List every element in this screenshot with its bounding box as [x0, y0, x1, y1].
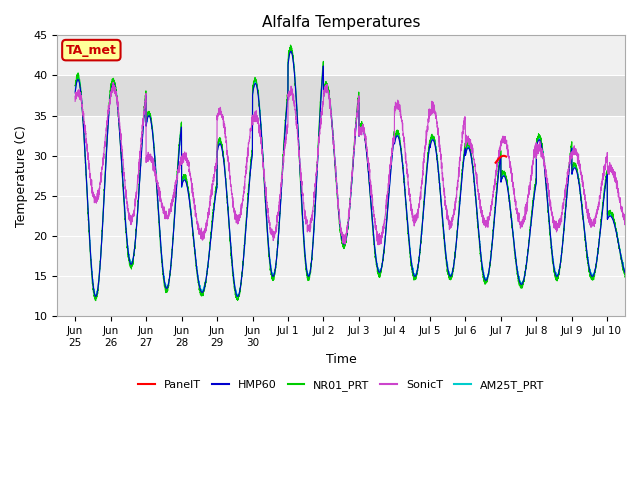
Text: TA_met: TA_met	[66, 44, 116, 57]
Legend: PanelT, HMP60, NR01_PRT, SonicT, AM25T_PRT: PanelT, HMP60, NR01_PRT, SonicT, AM25T_P…	[134, 375, 548, 395]
Bar	[58, 75, 625, 116]
Y-axis label: Temperature (C): Temperature (C)	[15, 125, 28, 227]
X-axis label: Time: Time	[326, 353, 356, 366]
Title: Alfalfa Temperatures: Alfalfa Temperatures	[262, 15, 420, 30]
